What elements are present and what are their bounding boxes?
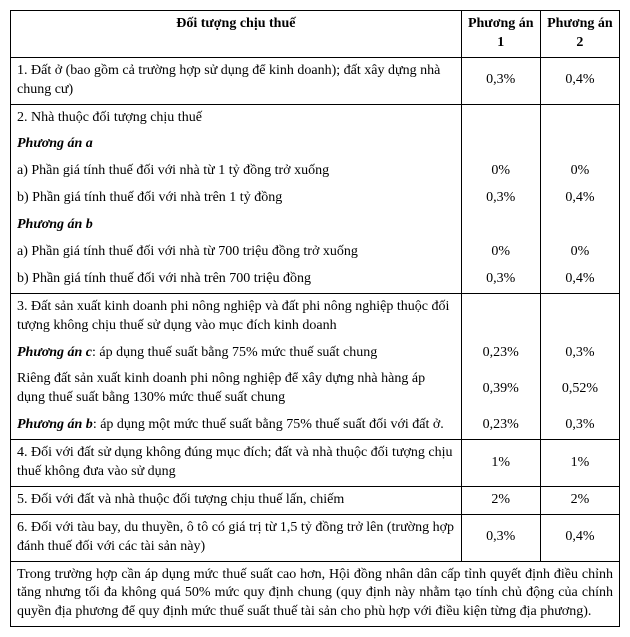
- cell-value: 0,4%: [540, 57, 619, 104]
- cell-value: [461, 131, 540, 158]
- cell-text: 3. Đất sản xuất kinh doanh phi nông nghi…: [11, 293, 462, 339]
- cell-text: 5. Đối với đất và nhà thuộc đối tượng ch…: [11, 486, 462, 514]
- cell-value: 0,3%: [461, 57, 540, 104]
- table-row: 5. Đối với đất và nhà thuộc đối tượng ch…: [11, 486, 620, 514]
- cell-value: [461, 212, 540, 239]
- cell-text: 2. Nhà thuộc đối tượng chịu thuế: [11, 104, 462, 131]
- cell-text: a) Phần giá tính thuế đối với nhà từ 700…: [11, 239, 462, 266]
- cell-value: [540, 131, 619, 158]
- table-row: a) Phần giá tính thuế đối với nhà từ 700…: [11, 239, 620, 266]
- cell-value: 0,3%: [540, 340, 619, 367]
- cell-value: 0,3%: [461, 266, 540, 293]
- cell-subtext: : áp dụng thuế suất bằng 75% mức thuế su…: [92, 345, 377, 360]
- cell-text: b) Phần giá tính thuế đối với nhà trên 1…: [11, 185, 462, 212]
- table-row: 4. Đối với đất sử dụng không đúng mục đí…: [11, 440, 620, 487]
- cell-value: 0,4%: [540, 185, 619, 212]
- table-footer-row: Trong trường hợp cần áp dụng mức thuế su…: [11, 561, 620, 627]
- table-row: 2. Nhà thuộc đối tượng chịu thuế: [11, 104, 620, 131]
- option-c-label: Phương án c: [17, 345, 92, 360]
- option-b-label: Phương án b: [17, 417, 93, 432]
- cell-text: Riêng đất sản xuất kinh doanh phi nông n…: [11, 366, 462, 412]
- table-header-row: Đối tượng chịu thuế Phương án 1 Phương á…: [11, 11, 620, 58]
- cell-text: Phương án c: áp dụng thuế suất bằng 75% …: [11, 340, 462, 367]
- cell-value: 0%: [461, 239, 540, 266]
- table-row: Phương án c: áp dụng thuế suất bằng 75% …: [11, 340, 620, 367]
- table-row: b) Phần giá tính thuế đối với nhà trên 1…: [11, 185, 620, 212]
- cell-value: 0,52%: [540, 366, 619, 412]
- cell-text: 4. Đối với đất sử dụng không đúng mục đí…: [11, 440, 462, 487]
- table-row: Phương án b: áp dụng một mức thuế suất b…: [11, 412, 620, 439]
- cell-subtext: : áp dụng một mức thuế suất bằng 75% thu…: [93, 417, 444, 432]
- cell-value: 0,3%: [461, 185, 540, 212]
- col-option1: Phương án 1: [461, 11, 540, 58]
- table-row: a) Phần giá tính thuế đối với nhà từ 1 t…: [11, 158, 620, 185]
- col-option2: Phương án 2: [540, 11, 619, 58]
- cell-value: 0,3%: [461, 514, 540, 561]
- table-row: Phương án a: [11, 131, 620, 158]
- cell-value: 2%: [461, 486, 540, 514]
- table-row: 3. Đất sản xuất kinh doanh phi nông nghi…: [11, 293, 620, 339]
- cell-value: 0,3%: [540, 412, 619, 439]
- cell-value: 1%: [540, 440, 619, 487]
- cell-value: 2%: [540, 486, 619, 514]
- cell-value: 0,4%: [540, 266, 619, 293]
- cell-text: Phương án b: áp dụng một mức thuế suất b…: [11, 412, 462, 439]
- cell-text: a) Phần giá tính thuế đối với nhà từ 1 t…: [11, 158, 462, 185]
- cell-value: [540, 104, 619, 131]
- table-row: 6. Đối với tàu bay, du thuyền, ô tô có g…: [11, 514, 620, 561]
- cell-value: 1%: [461, 440, 540, 487]
- cell-text: b) Phần giá tính thuế đối với nhà trên 7…: [11, 266, 462, 293]
- cell-value: 0,39%: [461, 366, 540, 412]
- col-subject: Đối tượng chịu thuế: [11, 11, 462, 58]
- cell-value: [461, 104, 540, 131]
- cell-value: 0,23%: [461, 412, 540, 439]
- cell-text: 6. Đối với tàu bay, du thuyền, ô tô có g…: [11, 514, 462, 561]
- footer-note: Trong trường hợp cần áp dụng mức thuế su…: [11, 561, 620, 627]
- cell-value: [461, 293, 540, 339]
- table-row: b) Phần giá tính thuế đối với nhà trên 7…: [11, 266, 620, 293]
- cell-value: 0%: [540, 158, 619, 185]
- table-row: Riêng đất sản xuất kinh doanh phi nông n…: [11, 366, 620, 412]
- cell-value: [540, 293, 619, 339]
- table-row: 1. Đất ở (bao gồm cả trường hợp sử dụng …: [11, 57, 620, 104]
- cell-text: 1. Đất ở (bao gồm cả trường hợp sử dụng …: [11, 57, 462, 104]
- tax-subject-table: Đối tượng chịu thuế Phương án 1 Phương á…: [10, 10, 620, 627]
- cell-value: 0,4%: [540, 514, 619, 561]
- cell-value: 0%: [540, 239, 619, 266]
- table-row: Phương án b: [11, 212, 620, 239]
- cell-value: 0,23%: [461, 340, 540, 367]
- option-b-label: Phương án b: [11, 212, 462, 239]
- cell-value: 0%: [461, 158, 540, 185]
- option-a-label: Phương án a: [11, 131, 462, 158]
- cell-value: [540, 212, 619, 239]
